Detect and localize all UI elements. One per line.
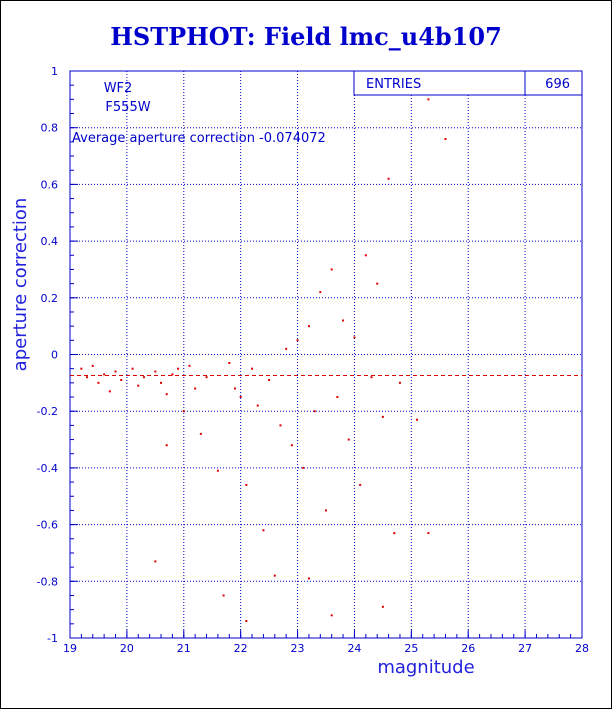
data-point	[142, 376, 145, 379]
data-point	[245, 619, 248, 622]
x-tick-label: 28	[575, 642, 589, 655]
data-point	[216, 469, 219, 472]
data-point	[290, 444, 293, 447]
data-point	[80, 367, 83, 370]
y-tick-label: 0.6	[41, 178, 59, 191]
average-text: Average aperture correction -0.074072	[72, 131, 326, 146]
y-tick-label: 0.8	[41, 122, 59, 135]
data-point	[222, 594, 225, 597]
data-point	[165, 393, 168, 396]
data-point	[279, 424, 282, 427]
entries-value: 696	[545, 77, 570, 92]
data-point	[199, 432, 202, 435]
data-point	[319, 291, 322, 294]
y-tick-label: -0.8	[37, 575, 58, 588]
data-point	[233, 387, 236, 390]
y-tick-label: 0.2	[41, 292, 59, 305]
data-point	[154, 370, 157, 373]
data-point	[381, 605, 384, 608]
x-tick-label: 20	[120, 642, 134, 655]
data-point	[245, 483, 248, 486]
data-point	[154, 560, 157, 563]
y-tick-label: -1	[47, 632, 58, 645]
data-point	[228, 362, 231, 365]
data-point	[347, 438, 350, 441]
y-tick-label: -0.6	[37, 519, 58, 532]
entries-box	[353, 70, 583, 96]
data-point	[336, 396, 339, 399]
entries-label: ENTRIES	[366, 77, 421, 92]
x-tick-label: 26	[461, 642, 475, 655]
data-point	[307, 577, 310, 580]
data-point	[330, 268, 333, 271]
x-tick-label: 22	[234, 642, 248, 655]
data-point	[353, 336, 356, 339]
x-tick-label: 27	[518, 642, 532, 655]
x-tick-label: 19	[63, 642, 77, 655]
data-point	[376, 282, 379, 285]
data-point	[381, 415, 384, 418]
data-point	[307, 325, 310, 328]
data-point	[97, 381, 100, 384]
data-point	[171, 373, 174, 376]
data-point	[256, 404, 259, 407]
data-point	[108, 390, 111, 393]
data-point	[364, 254, 367, 257]
data-point	[251, 367, 254, 370]
y-tick-label: -0.2	[37, 405, 58, 418]
data-point	[262, 529, 265, 532]
y-tick-label: 0.4	[41, 235, 59, 248]
x-axis-label: magnitude	[377, 657, 474, 678]
y-axis-label: aperture correction	[10, 198, 31, 372]
data-point	[370, 376, 373, 379]
data-point	[205, 376, 208, 379]
data-point	[182, 410, 185, 413]
data-point	[325, 509, 327, 512]
data-point	[177, 367, 180, 370]
data-point	[342, 319, 345, 322]
data-point	[194, 387, 197, 390]
y-tick-label: -0.4	[37, 462, 58, 475]
data-point	[285, 347, 288, 350]
data-point	[160, 381, 163, 384]
x-tick-label: 24	[347, 642, 361, 655]
detector-label: WF2	[104, 81, 133, 96]
data-point	[239, 396, 242, 399]
data-point	[268, 379, 271, 382]
data-point	[302, 466, 305, 469]
y-tick-label: 0	[51, 349, 58, 362]
data-point	[120, 379, 123, 382]
data-point	[165, 444, 168, 447]
y-tick-label: 1	[51, 65, 58, 78]
data-point	[387, 177, 390, 180]
data-point	[427, 532, 430, 535]
data-point	[398, 381, 401, 384]
data-point	[313, 410, 316, 413]
data-point	[393, 532, 396, 535]
data-point	[296, 339, 299, 342]
data-point	[131, 367, 134, 370]
x-tick-label: 21	[177, 642, 191, 655]
data-point	[444, 138, 447, 141]
chart-title: HSTPHOT: Field lmc_u4b107	[110, 22, 502, 51]
data-point	[273, 574, 276, 577]
filter-label: F555W	[105, 100, 150, 115]
data-point	[114, 370, 117, 373]
data-point	[91, 364, 94, 367]
data-point	[188, 364, 191, 367]
data-point	[427, 98, 430, 101]
data-point	[86, 376, 89, 379]
data-point	[416, 418, 419, 421]
data-point	[103, 373, 106, 376]
x-tick-label: 23	[291, 642, 305, 655]
data-point	[359, 483, 362, 486]
x-tick-label: 25	[404, 642, 418, 655]
data-point	[330, 614, 333, 617]
data-point	[137, 384, 140, 387]
